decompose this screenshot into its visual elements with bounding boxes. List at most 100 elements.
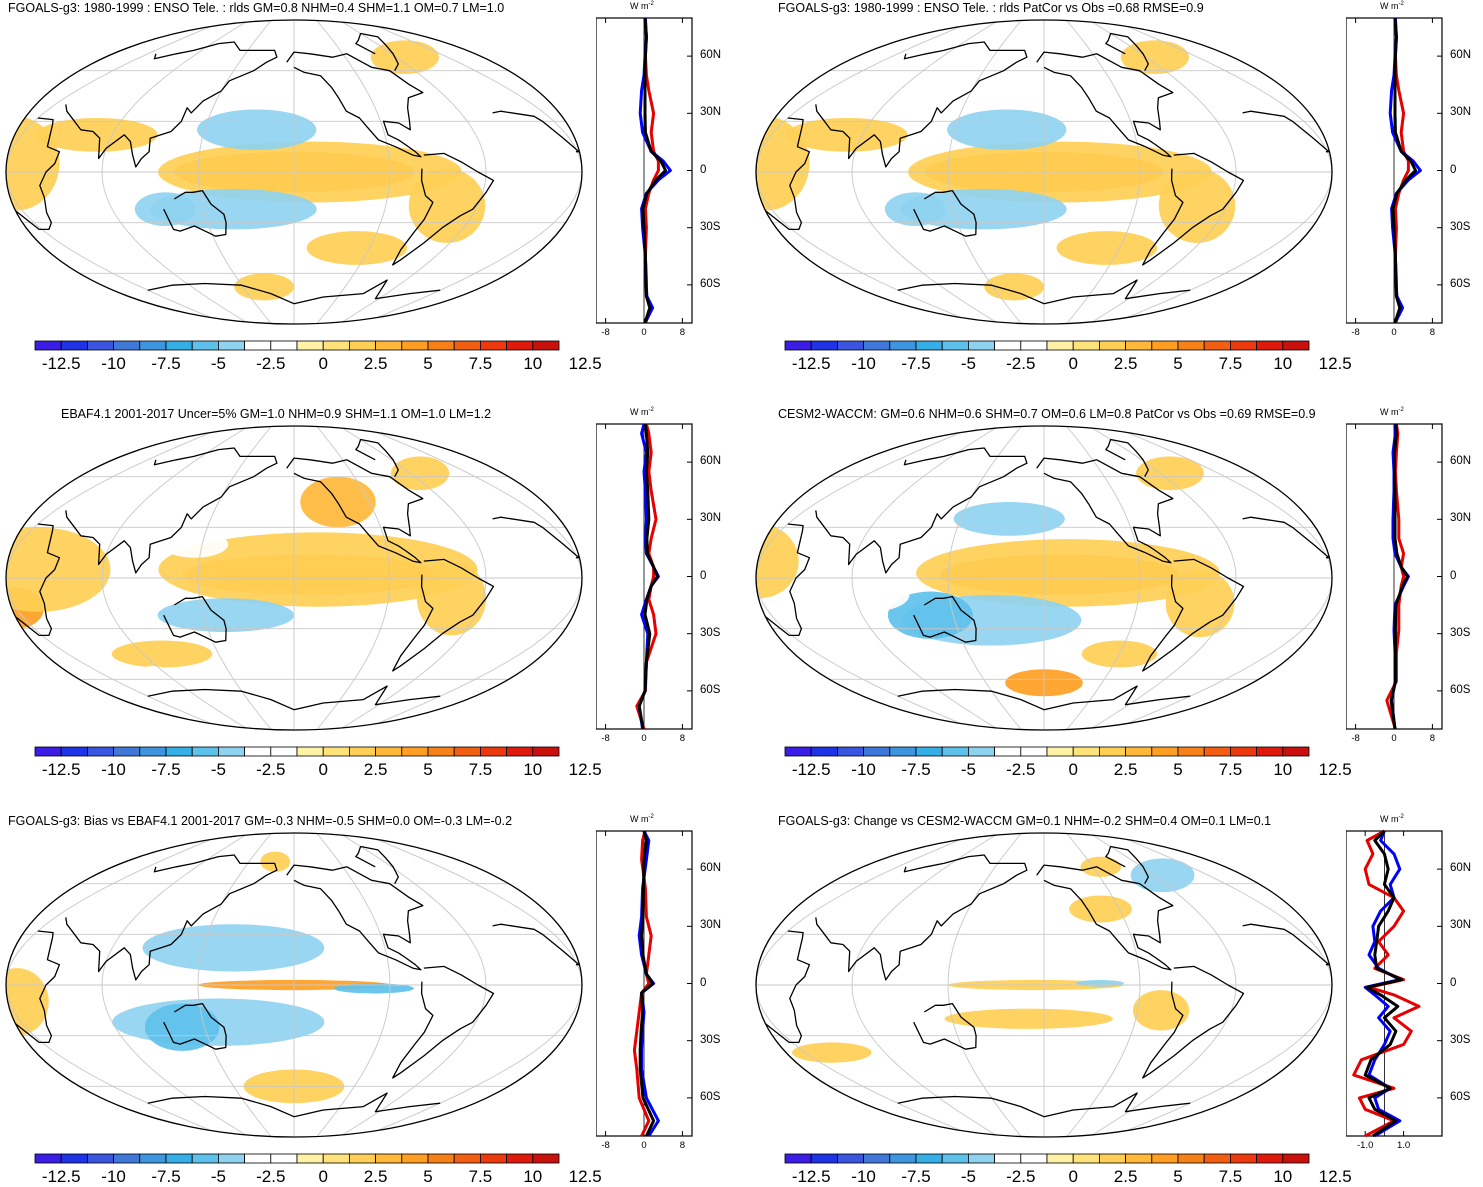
colorbar-label: 12.5 — [1318, 1167, 1352, 1186]
colorbar — [784, 340, 1310, 351]
map-anomaly-region — [916, 539, 1220, 607]
map-anomaly-region — [142, 924, 325, 972]
coastline — [1142, 558, 1245, 672]
profile-line-zonal — [638, 830, 656, 1137]
colorbar-label: -5 — [960, 1167, 976, 1186]
colorbar-swatch — [532, 746, 560, 757]
colorbar-label: 7.5 — [1218, 760, 1243, 779]
map-meridian — [361, 20, 582, 324]
colorbar-swatch — [427, 746, 455, 757]
lat-label: 30N — [1450, 512, 1472, 525]
lat-label: 30S — [1450, 220, 1471, 233]
colorbar-label: 10 — [523, 1167, 543, 1186]
profile-x-tick-label: 8 — [1429, 327, 1436, 338]
colorbar-swatch — [60, 340, 88, 351]
map-meridian — [947, 20, 1022, 324]
zonal-mean-profile — [596, 17, 693, 324]
map-meridian — [197, 833, 272, 1137]
units-exponent: -2 — [1398, 407, 1404, 413]
colorbar-swatch — [479, 1153, 507, 1164]
map-anomaly-region — [1056, 231, 1158, 265]
colorbar-swatch — [322, 1153, 350, 1164]
colorbar-swatch — [375, 1153, 403, 1164]
colorbar-swatch — [113, 340, 141, 351]
colorbar-label: 7.5 — [468, 354, 493, 373]
coastline — [355, 438, 399, 478]
map-meridian — [1066, 833, 1141, 1137]
colorbar-swatch — [1203, 340, 1231, 351]
lat-label: 60N — [700, 455, 722, 468]
map-meridian — [851, 426, 1000, 730]
lat-label: 60S — [700, 1090, 721, 1103]
coastline — [147, 279, 441, 305]
map-border — [755, 19, 1333, 325]
colorbar-swatch — [863, 1153, 891, 1164]
colorbar-swatch — [784, 340, 812, 351]
colorbar-swatch — [322, 340, 350, 351]
map-meridian — [6, 20, 227, 324]
colorbar-label: -7.5 — [151, 760, 181, 779]
colorbar-label: -12.5 — [791, 1167, 831, 1186]
map-meridian — [947, 833, 1022, 1137]
colorbar-swatch — [453, 340, 481, 351]
coastline — [1105, 32, 1149, 72]
colorbar-label: 10 — [523, 354, 543, 373]
world-map — [4, 830, 584, 1138]
colorbar-label: -7.5 — [901, 354, 931, 373]
colorbar-swatch — [34, 746, 62, 757]
units-exponent: -2 — [1398, 1, 1404, 7]
coastline — [815, 854, 1028, 981]
map-anomaly-region — [830, 578, 910, 612]
map-anomaly-region — [86, 168, 151, 196]
colorbar-swatch — [165, 1153, 193, 1164]
colorbar-label: -12.5 — [41, 354, 81, 373]
colorbar-swatch — [113, 746, 141, 757]
profile-x-tick-label: 1.0 — [1396, 1140, 1411, 1151]
colorbar-label: -5 — [210, 1167, 226, 1186]
units-exponent: -2 — [648, 1, 654, 7]
map-anomaly-region — [1080, 856, 1122, 877]
coastline — [65, 447, 278, 574]
map-meridian — [197, 20, 272, 324]
colorbar-label: 12.5 — [1318, 760, 1352, 779]
colorbar-label: -10 — [851, 1167, 876, 1186]
colorbar-swatch — [1020, 746, 1048, 757]
profile-x-tick-label: -8 — [601, 733, 610, 744]
colorbar — [34, 746, 560, 757]
coastline — [1105, 438, 1149, 478]
map-meridian — [947, 426, 1022, 730]
colorbar-swatch — [165, 746, 193, 757]
colorbar-swatch — [967, 340, 995, 351]
lat-label: 30S — [700, 220, 721, 233]
map-anomaly-region — [791, 1042, 872, 1063]
colorbar-swatch — [1282, 1153, 1310, 1164]
colorbar-label: -5 — [210, 354, 226, 373]
colorbar-label: 7.5 — [1218, 1167, 1243, 1186]
coastline — [355, 32, 399, 72]
colorbar-label: 7.5 — [468, 1167, 493, 1186]
colorbar-swatch — [1046, 1153, 1074, 1164]
colorbar-swatch — [889, 340, 917, 351]
colorbar — [34, 340, 560, 351]
colorbar-label: -10 — [101, 760, 126, 779]
profile-x-tick-label: 8 — [679, 1140, 686, 1151]
map-meridian — [1111, 833, 1332, 1137]
colorbar-label: -2.5 — [256, 354, 286, 373]
lat-label: 30S — [700, 1033, 721, 1046]
coastline — [163, 595, 227, 643]
colorbar-label: 12.5 — [568, 1167, 602, 1186]
coastline — [286, 51, 424, 158]
colorbar-label: 12.5 — [568, 760, 602, 779]
map-anomaly-region — [306, 231, 408, 265]
colorbar-swatch — [837, 746, 865, 757]
map-anomaly-region — [408, 168, 486, 243]
profile-line-zonal — [641, 17, 668, 324]
map-anomaly-region — [81, 1055, 177, 1083]
colorbar-label: 2.5 — [1113, 760, 1138, 779]
profile-x-tick-label: 0 — [641, 327, 647, 338]
map-anomaly-region — [370, 40, 439, 75]
lat-label: 30S — [1450, 1033, 1471, 1046]
profile-x-tick-label: 0 — [1391, 327, 1397, 338]
map-anomaly-region — [1136, 456, 1204, 491]
colorbar-label: 2.5 — [363, 760, 388, 779]
